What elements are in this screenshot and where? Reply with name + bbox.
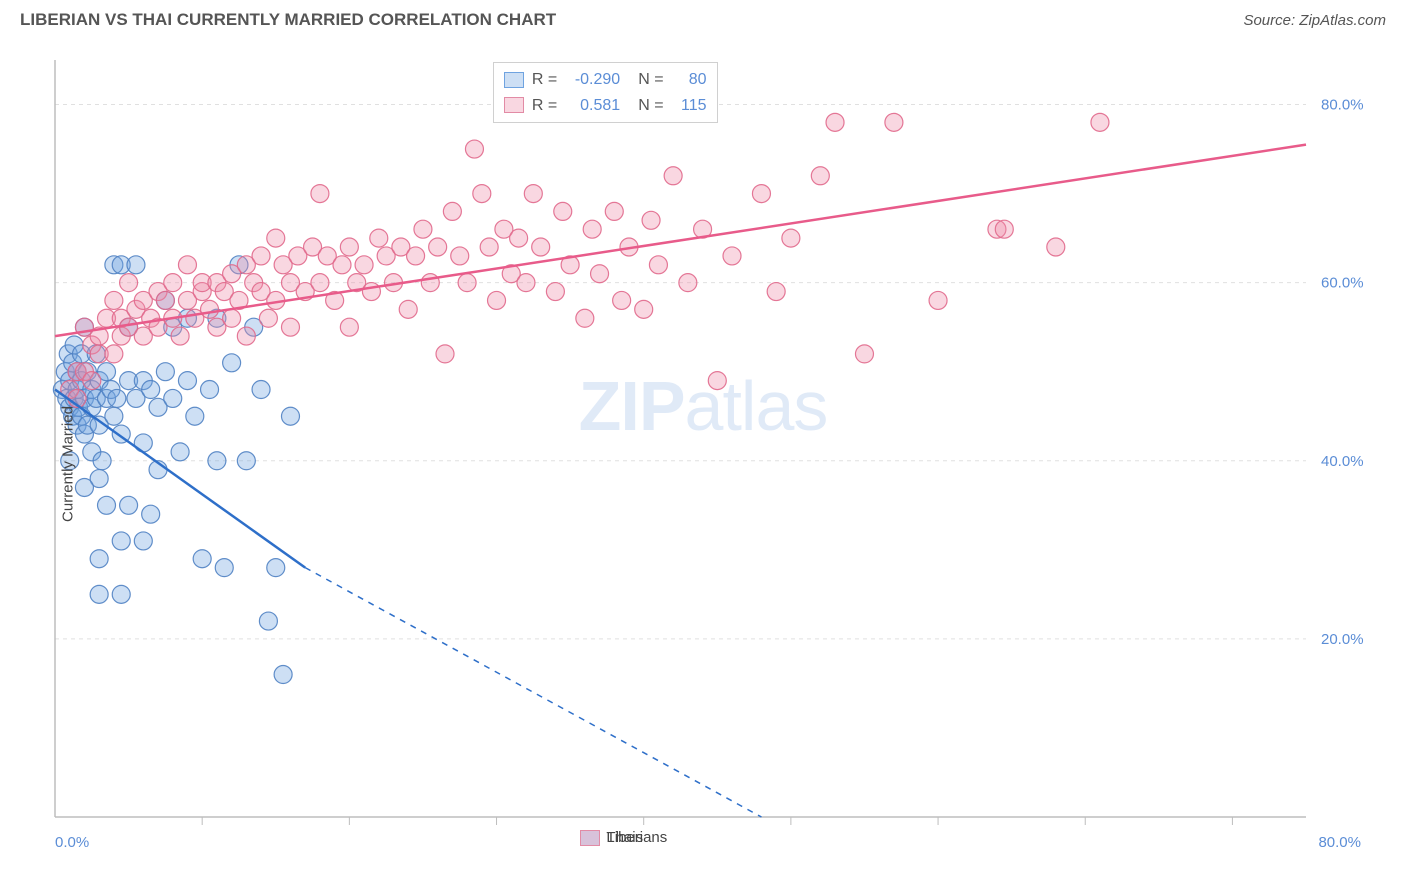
source-label: Source: ZipAtlas.com <box>1243 12 1386 29</box>
stats-row-thais: R = 0.581 N = 115 <box>504 93 707 119</box>
legend-thais: Thais <box>580 829 643 846</box>
r-label: R = <box>532 93 557 119</box>
svg-text:40.0%: 40.0% <box>1321 453 1364 470</box>
r-label: R = <box>532 67 557 93</box>
thais-swatch-icon <box>504 97 524 113</box>
r-value-liberians: -0.290 <box>565 67 620 93</box>
n-label: N = <box>638 93 663 119</box>
chart-area: Currently Married ZIPatlas 20.0%40.0%60.… <box>20 55 1386 872</box>
scatter-chart: 20.0% 40.0% 60.0% 80.0% 0.0% 80.0% <box>20 55 1386 872</box>
svg-text:0.0%: 0.0% <box>55 834 89 851</box>
svg-text:80.0%: 80.0% <box>1321 97 1364 114</box>
n-label: N = <box>638 67 663 93</box>
r-value-thais: 0.581 <box>565 93 620 119</box>
y-axis-label: Currently Married <box>59 406 76 522</box>
n-value-thais: 115 <box>672 93 707 119</box>
svg-text:20.0%: 20.0% <box>1321 631 1364 648</box>
svg-text:60.0%: 60.0% <box>1321 275 1364 292</box>
svg-text:80.0%: 80.0% <box>1318 834 1361 851</box>
chart-title: LIBERIAN VS THAI CURRENTLY MARRIED CORRE… <box>20 10 556 30</box>
n-value-liberians: 80 <box>672 67 707 93</box>
stats-legend: R = -0.290 N = 80 R = 0.581 N = 115 <box>493 62 718 123</box>
thais-swatch-icon <box>580 830 600 846</box>
stats-row-liberians: R = -0.290 N = 80 <box>504 67 707 93</box>
liberians-swatch-icon <box>504 72 524 88</box>
legend-thais-label: Thais <box>606 829 643 846</box>
